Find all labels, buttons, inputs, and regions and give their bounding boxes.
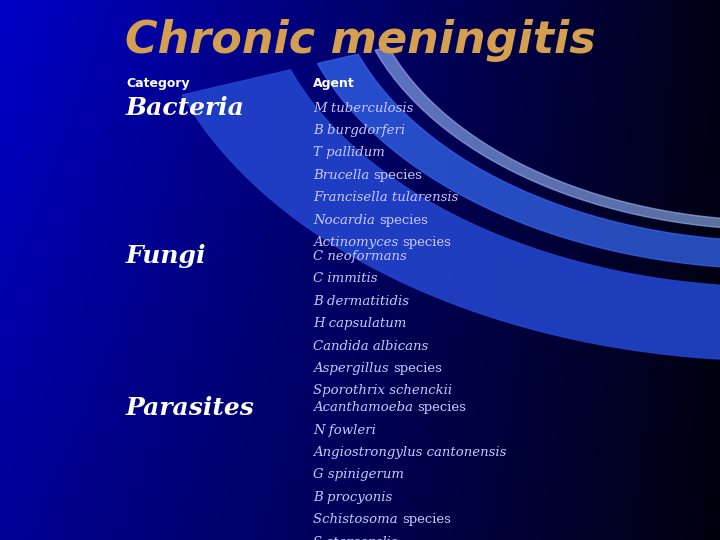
Text: G spinigerum: G spinigerum bbox=[313, 468, 404, 482]
Text: M tuberculosis: M tuberculosis bbox=[313, 102, 413, 114]
Text: Parasites: Parasites bbox=[126, 396, 255, 420]
Text: Francisella tularensis: Francisella tularensis bbox=[313, 191, 459, 204]
Text: Aspergillus: Aspergillus bbox=[313, 362, 393, 375]
Text: species: species bbox=[402, 513, 451, 526]
Text: Agent: Agent bbox=[313, 77, 355, 90]
Text: B burgdorferi: B burgdorferi bbox=[313, 124, 405, 137]
Text: Schistosoma: Schistosoma bbox=[313, 513, 402, 526]
Text: Chronic meningitis: Chronic meningitis bbox=[125, 19, 595, 62]
Text: T pallidum: T pallidum bbox=[313, 146, 385, 159]
Text: species: species bbox=[374, 168, 423, 182]
Text: N fowleri: N fowleri bbox=[313, 423, 376, 437]
Text: S stercoralis: S stercoralis bbox=[313, 536, 398, 540]
Text: Nocardia: Nocardia bbox=[313, 213, 379, 227]
Text: C neoformans: C neoformans bbox=[313, 250, 407, 263]
Text: Sporothrix schenckii: Sporothrix schenckii bbox=[313, 384, 452, 397]
Text: Fungi: Fungi bbox=[126, 245, 207, 268]
Text: Candida albicans: Candida albicans bbox=[313, 340, 428, 353]
Text: species: species bbox=[418, 401, 467, 414]
Text: B dermatitidis: B dermatitidis bbox=[313, 295, 409, 308]
Text: Category: Category bbox=[126, 77, 189, 90]
Text: Actinomyces: Actinomyces bbox=[313, 236, 402, 249]
Text: B procyonis: B procyonis bbox=[313, 491, 392, 504]
Polygon shape bbox=[318, 54, 720, 269]
Polygon shape bbox=[182, 70, 720, 361]
Text: H capsulatum: H capsulatum bbox=[313, 317, 407, 330]
Text: Angiostrongylus cantonensis: Angiostrongylus cantonensis bbox=[313, 446, 507, 459]
Polygon shape bbox=[375, 47, 720, 230]
Text: Acanthamoeba: Acanthamoeba bbox=[313, 401, 418, 414]
Text: species: species bbox=[402, 236, 451, 249]
Text: C immitis: C immitis bbox=[313, 272, 378, 286]
Text: Brucella: Brucella bbox=[313, 168, 374, 182]
Text: species: species bbox=[379, 213, 428, 227]
Text: Bacteria: Bacteria bbox=[126, 96, 245, 120]
Text: species: species bbox=[393, 362, 442, 375]
